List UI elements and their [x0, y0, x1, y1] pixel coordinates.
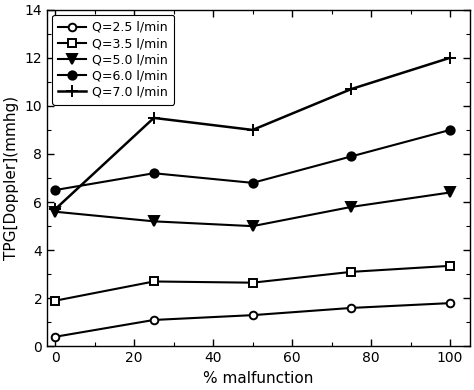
Legend: Q=2.5 l/min, Q=3.5 l/min, Q=5.0 l/min, Q=6.0 l/min, Q=7.0 l/min: Q=2.5 l/min, Q=3.5 l/min, Q=5.0 l/min, Q…	[52, 15, 174, 105]
Line: Q=5.0 l/min: Q=5.0 l/min	[50, 188, 455, 231]
Q=3.5 l/min	[348, 269, 354, 274]
Q=5.0 l/min	[151, 219, 157, 224]
Q=3.5 l/min	[250, 280, 255, 285]
Q=6.0 l/min	[151, 171, 157, 176]
Q=7.0 l/min	[151, 115, 157, 120]
Q=7.0 l/min	[52, 207, 58, 212]
Q=6.0 l/min	[250, 181, 255, 185]
Q=2.5 l/min	[151, 317, 157, 322]
Q=6.0 l/min	[52, 188, 58, 192]
Q=6.0 l/min	[348, 154, 354, 159]
Q=2.5 l/min	[447, 301, 453, 305]
X-axis label: % malfunction: % malfunction	[203, 371, 314, 386]
Q=5.0 l/min	[250, 224, 255, 229]
Q=2.5 l/min	[52, 335, 58, 339]
Q=3.5 l/min	[151, 279, 157, 284]
Y-axis label: TPG[Doppler](mmhg): TPG[Doppler](mmhg)	[4, 96, 19, 260]
Q=5.0 l/min	[447, 190, 453, 195]
Q=2.5 l/min	[348, 306, 354, 310]
Q=7.0 l/min	[447, 55, 453, 60]
Q=5.0 l/min	[52, 209, 58, 214]
Q=3.5 l/min	[52, 298, 58, 303]
Q=7.0 l/min	[348, 87, 354, 91]
Q=6.0 l/min	[447, 128, 453, 132]
Q=3.5 l/min	[447, 264, 453, 268]
Q=5.0 l/min	[348, 205, 354, 209]
Q=2.5 l/min	[250, 313, 255, 317]
Line: Q=2.5 l/min: Q=2.5 l/min	[51, 299, 454, 340]
Line: Q=7.0 l/min: Q=7.0 l/min	[49, 51, 456, 216]
Line: Q=6.0 l/min: Q=6.0 l/min	[51, 126, 454, 194]
Q=7.0 l/min	[250, 128, 255, 132]
Line: Q=3.5 l/min: Q=3.5 l/min	[51, 262, 454, 305]
